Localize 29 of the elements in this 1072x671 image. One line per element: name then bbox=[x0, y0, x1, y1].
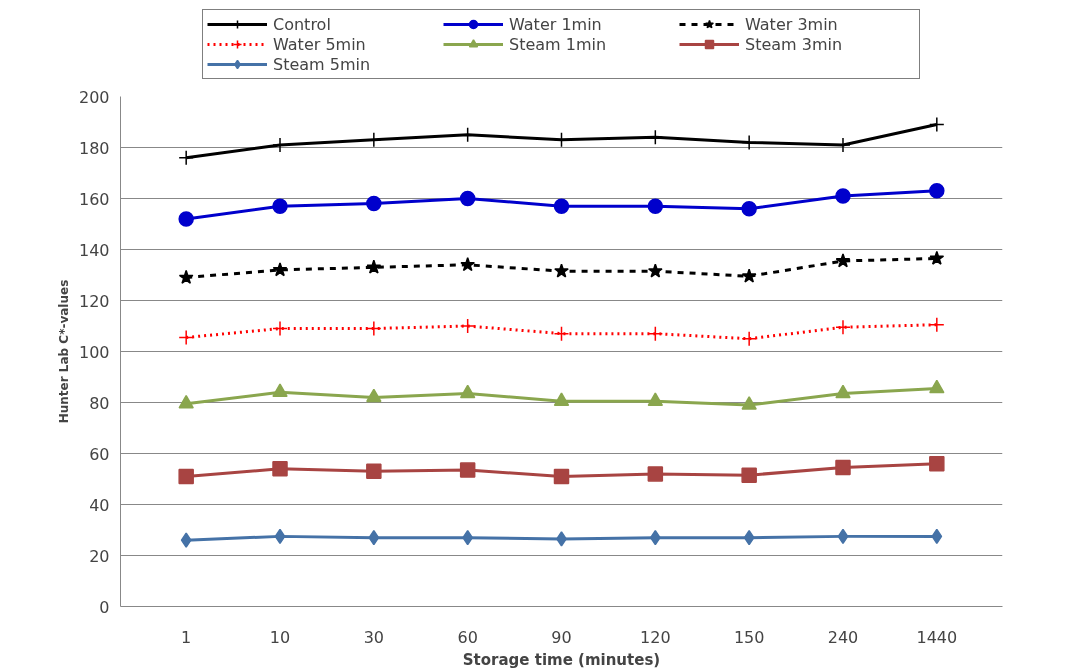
y-tick-label: 0 bbox=[99, 597, 110, 617]
y-tick-label: 160 bbox=[78, 189, 110, 209]
x-tick-label: 240 bbox=[827, 627, 859, 647]
y-axis-title: Hunter Lab C*-values bbox=[56, 279, 71, 424]
y-tick-label: 20 bbox=[89, 546, 110, 566]
legend-label: Steam 5min bbox=[273, 54, 372, 74]
x-tick-label: 30 bbox=[363, 627, 385, 647]
x-tick-label: 1 bbox=[181, 627, 192, 647]
legend-label: Water 5min bbox=[273, 34, 367, 54]
y-tick-label: 100 bbox=[78, 342, 110, 362]
legend-label: Water 1min bbox=[509, 14, 603, 34]
legend-label: Steam 3min bbox=[745, 34, 844, 54]
x-axis-title: Storage time (minutes) bbox=[462, 650, 661, 669]
y-tick-label: 120 bbox=[78, 291, 110, 311]
y-tick-label: 180 bbox=[78, 138, 110, 158]
x-tick-label: 1440 bbox=[916, 627, 958, 647]
y-tick-label: 60 bbox=[89, 444, 110, 464]
legend-label: Steam 1min bbox=[509, 34, 608, 54]
x-tick-label: 90 bbox=[551, 627, 572, 647]
legend-label: Control bbox=[273, 14, 332, 34]
x-tick-label: 120 bbox=[640, 627, 671, 647]
y-tick-label: 140 bbox=[78, 240, 110, 260]
legend-label: Water 3min bbox=[745, 14, 839, 34]
y-tick-label: 200 bbox=[78, 87, 110, 107]
x-tick-label: 10 bbox=[269, 627, 291, 647]
y-tick-label: 80 bbox=[89, 393, 110, 413]
x-tick-label: 150 bbox=[733, 627, 765, 647]
x-tick-label: 60 bbox=[457, 627, 478, 647]
y-tick-label: 40 bbox=[89, 495, 110, 515]
